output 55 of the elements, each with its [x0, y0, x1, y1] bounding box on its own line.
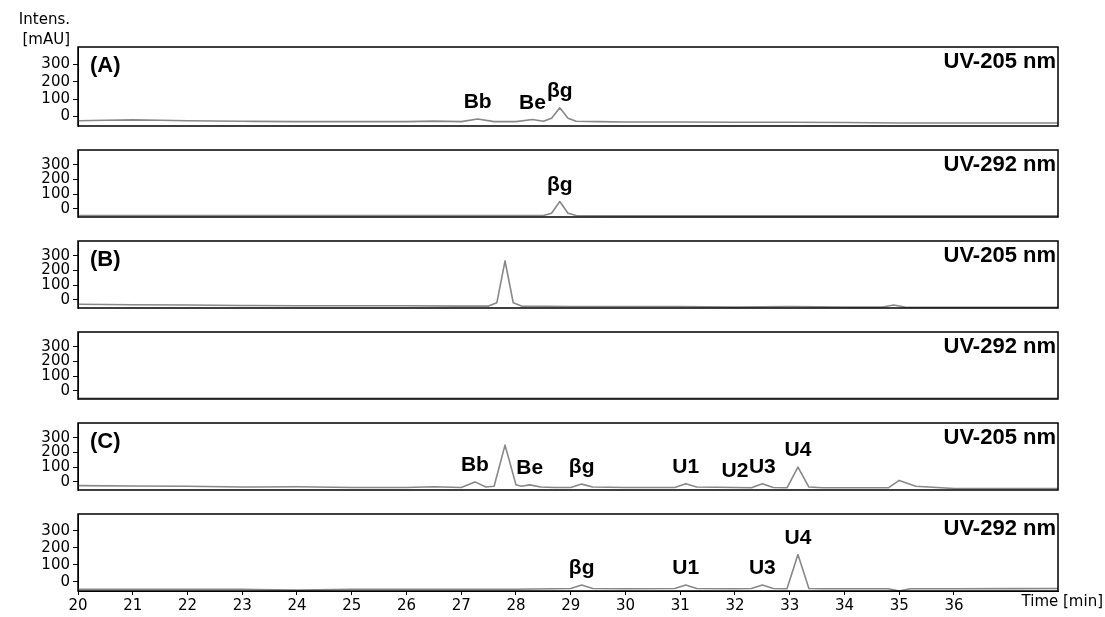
annotation: βg: [568, 454, 595, 478]
annotation: βg: [568, 555, 595, 579]
y-tick-label: 300: [41, 520, 70, 539]
annotation: U2: [721, 457, 749, 481]
x-tick-label: 26: [396, 595, 417, 614]
y-tick-label: 0: [60, 380, 70, 399]
x-tick-label: 23: [232, 595, 252, 614]
chart-title: (C): [90, 428, 121, 454]
chart-subtitle: UV-292 nm: [943, 151, 1056, 177]
x-tick-label: 20: [68, 595, 88, 614]
annotation: U3: [748, 555, 776, 579]
x-tick-label: 25: [342, 595, 362, 614]
chart-subtitle: UV-292 nm: [943, 333, 1056, 359]
y-tick-label: 200: [41, 71, 70, 90]
annotation: U3: [748, 453, 776, 477]
annotation: U4: [784, 437, 812, 461]
x-tick-label: 34: [834, 595, 855, 614]
y-tick-label: 100: [41, 88, 70, 107]
chart-title: (B): [90, 246, 121, 272]
annotation: U1: [672, 453, 700, 477]
annotation: Bb: [463, 89, 492, 113]
y-axis-title: Intens. [mAU]: [18, 10, 70, 48]
x-tick-label: 22: [177, 595, 198, 614]
chart-title: (A): [90, 52, 121, 78]
y-tick-label: 0: [60, 289, 70, 308]
x-tick-label: 24: [287, 595, 307, 614]
x-axis-title: Time [min]: [1020, 592, 1103, 611]
chart-subtitle: UV-292 nm: [943, 515, 1056, 541]
x-tick-label: 31: [670, 595, 690, 614]
y-tick-label: 0: [60, 471, 70, 490]
annotation: βg: [546, 78, 573, 102]
x-tick-label: 36: [944, 595, 964, 614]
x-tick-label: 35: [889, 595, 909, 614]
annotation: Be: [516, 455, 544, 479]
x-tick-label: 28: [506, 595, 526, 614]
annotation: Bb: [460, 452, 489, 476]
y-tick-label: 100: [41, 554, 70, 573]
y-tick-label: 0: [60, 106, 70, 125]
chart-subtitle: UV-205 nm: [943, 48, 1056, 74]
annotation: βg: [546, 171, 573, 195]
annotation: Be: [518, 89, 546, 113]
chart-subtitle: UV-205 nm: [943, 424, 1056, 450]
x-tick-label: 30: [615, 595, 636, 614]
x-tick-label: 33: [780, 595, 800, 614]
y-tick-label: 0: [60, 198, 70, 217]
y-tick-label: 200: [41, 537, 70, 556]
y-tick-label: 0: [60, 571, 70, 590]
annotation: U1: [672, 555, 700, 579]
x-tick-label: 21: [123, 595, 143, 614]
x-tick-label: 27: [451, 595, 471, 614]
y-tick-label: 300: [41, 54, 70, 73]
annotation: U4: [784, 524, 812, 548]
chart-subtitle: UV-205 nm: [943, 242, 1056, 268]
x-tick-label: 32: [725, 595, 745, 614]
x-tick-label: 29: [561, 595, 581, 614]
